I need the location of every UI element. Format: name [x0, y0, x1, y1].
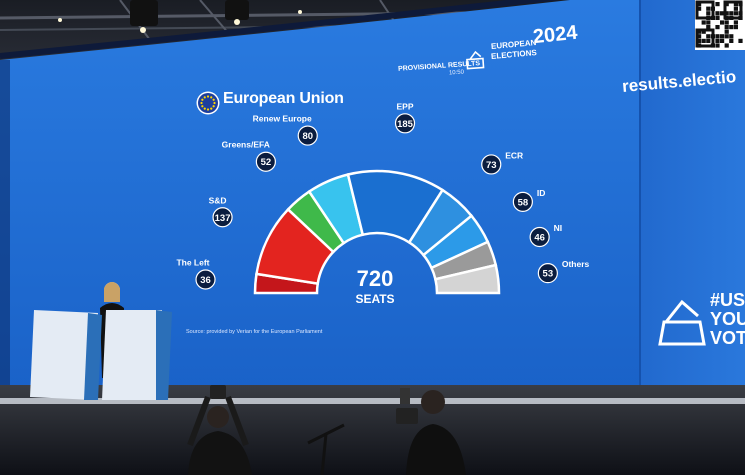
seat-badge-ecr — [481, 154, 502, 175]
seat-count-epp: 185 — [397, 119, 414, 130]
seat-badge-epp — [394, 113, 416, 134]
hashtag-line-3: VOT — [710, 328, 745, 348]
seat-badge-greens-efa — [255, 151, 276, 172]
total-seats-value: 720 — [356, 266, 394, 291]
group-label-epp: EPP — [397, 101, 414, 111]
seat-count-the-left: 36 — [200, 275, 211, 286]
seat-badge-the-left — [195, 269, 216, 290]
group-label-greens-efa: Greens/EFA — [222, 140, 270, 150]
source-note: Source: provided by Verian for the Europ… — [186, 329, 323, 335]
seat-badge-ni — [529, 226, 550, 248]
podium-left — [30, 310, 102, 400]
seat-count-renew-europe: 80 — [302, 131, 313, 142]
group-label-the-left: The Left — [176, 258, 209, 268]
group-label-ecr: ECR — [505, 150, 523, 160]
hemicycle-chart: 36 The Left 137 S&D 52 Greens/EFA 80 Renew Euro… — [176, 101, 590, 295]
qr-code — [695, 0, 745, 50]
seat-segment-others — [433, 263, 501, 295]
seat-badge-id — [512, 191, 533, 212]
podium-right — [102, 310, 172, 400]
group-label-id: ID — [537, 188, 546, 198]
seat-count-id: 58 — [518, 197, 529, 208]
seat-count-ni: 46 — [534, 233, 545, 244]
group-label-s-d: S&D — [209, 195, 227, 205]
seat-badge-others — [537, 263, 558, 284]
group-label-others: Others — [562, 259, 590, 269]
total-seats-label: SEATS — [355, 292, 395, 306]
photographer-right — [396, 388, 466, 475]
seat-count-ecr: 73 — [486, 160, 497, 171]
stage-edge — [0, 398, 745, 404]
group-label-ni: NI — [554, 223, 563, 233]
brand-title: European Union — [223, 90, 344, 107]
seat-count-greens-efa: 52 — [261, 157, 272, 168]
microphone-stand — [307, 423, 345, 475]
group-label-renew-europe: Renew Europe — [253, 114, 312, 124]
hashtag-line-2: YOU — [710, 309, 745, 329]
photographer-left — [187, 385, 252, 475]
seat-count-others: 53 — [543, 269, 554, 280]
eu-logo-icon — [196, 91, 220, 115]
seat-count-s-d: 137 — [215, 213, 231, 224]
ballot-box-icon — [466, 50, 485, 70]
ballot-box-large-icon — [658, 299, 706, 346]
seat-badge-renew-europe — [297, 125, 318, 146]
seat-badge-s-d — [212, 207, 233, 228]
hashtag-line-1: #US — [710, 290, 745, 310]
